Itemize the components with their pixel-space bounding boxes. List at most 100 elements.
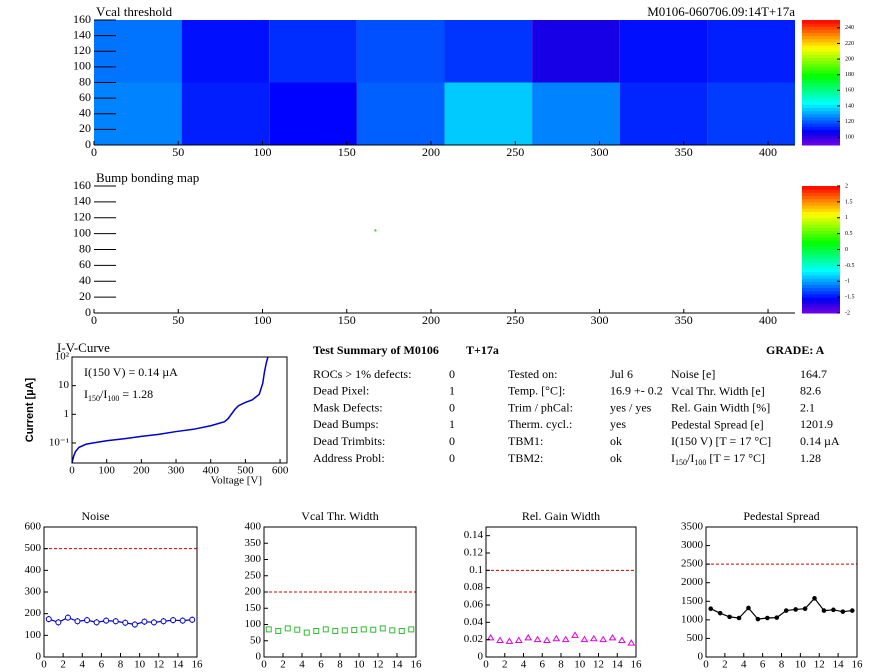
- marker: [524, 633, 533, 641]
- colorbar-step: [802, 57, 840, 62]
- summary-value: ok: [610, 434, 622, 448]
- y-tick-label: 10²: [55, 351, 70, 363]
- y-tick-label: 1500: [681, 595, 704, 607]
- x-tick-label: 12: [373, 659, 384, 671]
- summary-value: 2.1: [800, 400, 815, 414]
- heat-cell: [356, 20, 445, 83]
- colorbar-step: [802, 217, 840, 222]
- colorbar-step: [802, 38, 840, 43]
- marker: [589, 634, 598, 642]
- x-tick-label: 300: [168, 465, 185, 477]
- colorbar-step: [802, 290, 840, 295]
- colorbar-label: 2: [845, 183, 848, 189]
- summary-label-part: I: [671, 451, 675, 465]
- marker: [160, 618, 167, 625]
- marker: [717, 610, 723, 616]
- y-tick-label: 2000: [681, 576, 704, 588]
- colorbar-step: [802, 220, 840, 225]
- x-axis-label: Voltage [V]: [211, 475, 262, 487]
- summary-value: 1201.9: [800, 417, 833, 431]
- summary-label: Dead Bumps:: [313, 417, 379, 431]
- y-tick-label: 40: [79, 273, 91, 287]
- marker: [746, 605, 751, 611]
- colorbar-step: [802, 132, 840, 137]
- colorbar-step: [802, 51, 840, 55]
- colorbar-step: [802, 32, 840, 37]
- colorbar-label: -0.5: [845, 263, 855, 269]
- colorbar-step: [802, 303, 840, 308]
- colorbar-step: [802, 116, 840, 121]
- x-tick-label: 200: [133, 465, 150, 477]
- marker: [313, 628, 320, 634]
- colorbar-label: 200: [845, 56, 854, 62]
- colorbar-step: [802, 48, 840, 52]
- marker: [322, 626, 329, 633]
- y-tick-label: 400: [25, 564, 42, 576]
- y-tick-label: 60: [79, 90, 91, 104]
- colorbar-step: [802, 274, 840, 279]
- x-tick-label: 14: [612, 659, 624, 671]
- annotation-part: I(150 V) = 0.14 µA: [84, 365, 178, 379]
- y-tick-label: 120: [73, 43, 91, 57]
- summary-label-part: [T = 17 °C]: [706, 451, 765, 465]
- marker: [708, 606, 714, 612]
- marker: [755, 616, 761, 622]
- colorbar-step: [802, 281, 840, 285]
- y-tick-label: 150: [245, 602, 262, 614]
- heat-cell: [707, 20, 795, 83]
- annotation-part: /I: [100, 387, 107, 401]
- x-tick-label: 100: [254, 313, 272, 327]
- colorbar-step: [802, 110, 840, 115]
- x-tick-label: 16: [411, 659, 423, 671]
- x-tick-label: 250: [506, 313, 524, 327]
- x-tick-label: 500: [237, 465, 254, 477]
- y-tick-label: 600: [25, 521, 42, 533]
- colorbar-step: [802, 271, 840, 276]
- heat-cell: [181, 82, 270, 145]
- y-tick-label: 0.12: [464, 547, 483, 559]
- y-tick-label: 400: [245, 521, 262, 533]
- colorbar-step: [802, 82, 840, 87]
- summary-label: Pedestal Spread [e]: [671, 417, 764, 431]
- marker: [141, 618, 148, 625]
- y-tick-label: 100: [25, 629, 42, 641]
- x-tick-label: 2: [502, 659, 508, 671]
- y-tick-label: 100: [245, 618, 262, 630]
- colorbar-label: -1: [845, 279, 850, 285]
- colorbar-step: [802, 45, 840, 49]
- y-tick-label: 40: [79, 106, 91, 120]
- chart-title: Pedestal Spread: [743, 509, 819, 523]
- colorbar-label: 0.5: [845, 231, 853, 237]
- marker: [74, 618, 81, 625]
- summary-label: Vcal Thr. Width [e]: [671, 384, 765, 398]
- y-tick-label: 10⁻¹: [49, 437, 69, 449]
- marker: [379, 625, 386, 632]
- colorbar-step: [802, 233, 840, 238]
- y-tick-label: 100: [73, 59, 91, 73]
- colorbar-step: [802, 239, 840, 244]
- annotation-part: 150: [88, 394, 100, 403]
- marker: [821, 608, 827, 613]
- series-line: [710, 597, 853, 620]
- colorbar-step: [802, 91, 840, 96]
- marker: [543, 636, 551, 644]
- y-tick-label: 0.02: [464, 633, 483, 645]
- annotation-part: I: [84, 387, 88, 401]
- x-tick-label: 10: [354, 659, 366, 671]
- x-tick-label: 50: [172, 145, 184, 159]
- y-tick-label: 250: [245, 569, 262, 581]
- colorbar-step: [802, 192, 840, 197]
- x-tick-label: 8: [779, 659, 785, 671]
- summary-label: Mask Defects:: [313, 400, 383, 414]
- colorbar-label: 140: [845, 103, 854, 109]
- x-tick-label: 16: [852, 659, 864, 671]
- chart-title: Bump bonding map: [96, 170, 199, 185]
- marker: [294, 626, 301, 633]
- colorbar-step: [802, 300, 840, 304]
- colorbar-step: [802, 135, 840, 140]
- colorbar-step: [802, 95, 840, 99]
- summary-label-part: Vcal Thr. Width [e]: [671, 384, 765, 398]
- marker: [265, 626, 272, 633]
- colorbar-step: [802, 246, 840, 250]
